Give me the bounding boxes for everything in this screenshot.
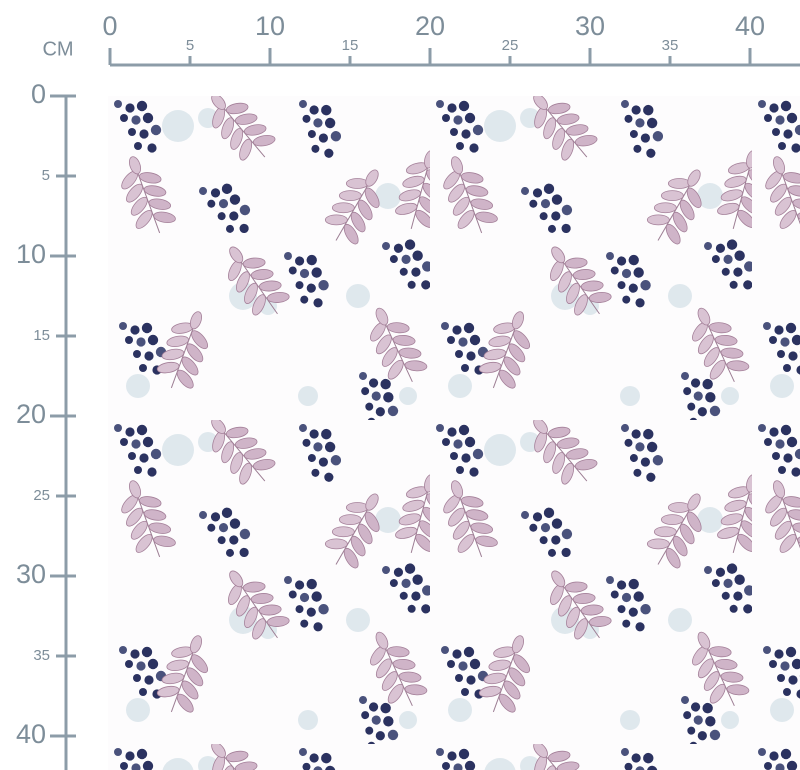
ruler-top-area: [0, 0, 800, 96]
ruler-top-label: 0: [102, 11, 117, 41]
ruler-left-label: 25: [33, 487, 50, 504]
ruler-top-label: 20: [415, 11, 445, 41]
ruler-top-label: 30: [575, 11, 605, 41]
ruler-top-label: 15: [342, 37, 359, 54]
ruler-left-area: [0, 96, 108, 770]
ruler-left-label: 5: [42, 167, 50, 184]
unit-label: CM: [42, 38, 73, 60]
ruler-left-label: 0: [31, 79, 46, 109]
ruler-left-label: 10: [16, 239, 46, 269]
ruler-top-label: 5: [186, 37, 194, 54]
ruler-left-label: 15: [33, 327, 50, 344]
ruler-top-label: 10: [255, 11, 285, 41]
fabric-pattern: [108, 96, 800, 770]
ruler-top-label: 40: [735, 11, 765, 41]
ruler-left-label: 40: [16, 719, 46, 749]
ruler-top-label: 25: [502, 37, 519, 54]
ruler-left-label: 35: [33, 647, 50, 664]
ruler-left-label: 30: [16, 559, 46, 589]
ruler-left-label: 20: [16, 399, 46, 429]
ruler-top-label: 35: [662, 37, 679, 54]
